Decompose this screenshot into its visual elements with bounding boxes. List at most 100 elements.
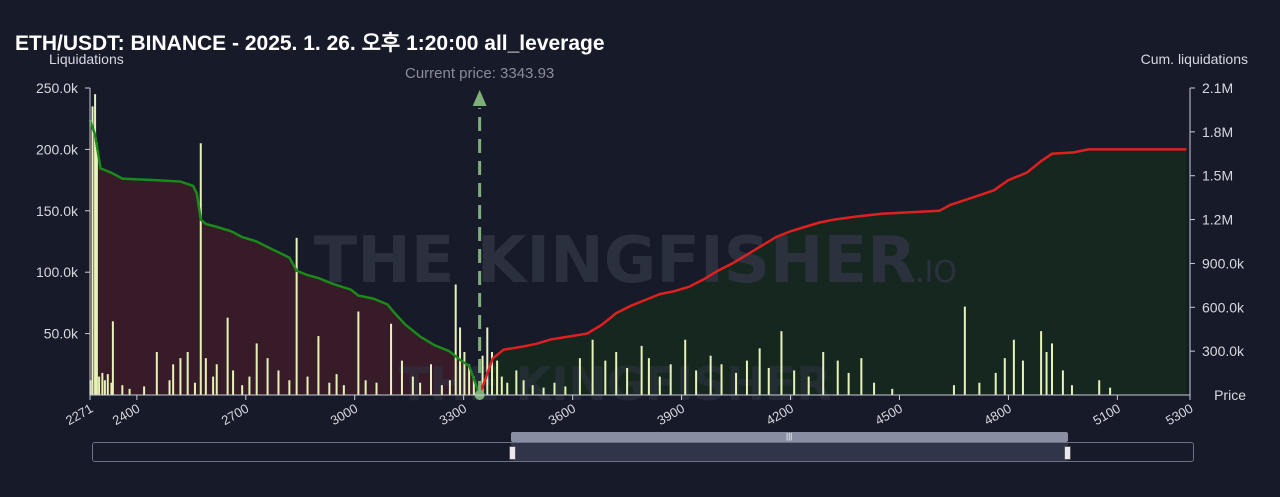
bar-27 xyxy=(255,343,258,395)
bar-10 xyxy=(121,385,124,395)
bar-87 xyxy=(860,358,863,395)
bar-40 xyxy=(390,323,393,395)
bar-98 xyxy=(1045,352,1048,395)
bar-44 xyxy=(430,364,433,395)
bar-53 xyxy=(486,327,489,395)
navigator-right-handle[interactable] xyxy=(1064,446,1071,460)
cum-right-area xyxy=(479,149,1187,395)
y2-axis-title: Cum. liquidations xyxy=(1140,51,1248,67)
y2-tick-label: 300.0k xyxy=(1202,343,1245,359)
bar-37 xyxy=(357,311,360,395)
scrollbar-grip-icon[interactable]: ||| xyxy=(786,432,793,441)
bar-13 xyxy=(155,352,158,395)
bar-50 xyxy=(468,364,471,395)
bar-2 xyxy=(94,94,97,395)
current-price-label: Current price: 3343.93 xyxy=(405,65,554,82)
bar-28 xyxy=(266,358,269,395)
current-price-arrow-icon xyxy=(472,90,487,106)
bar-79 xyxy=(758,348,761,395)
bar-49 xyxy=(463,352,466,395)
bar-71 xyxy=(658,376,661,395)
bar-25 xyxy=(241,385,244,395)
bar-41 xyxy=(400,360,403,395)
bar-73 xyxy=(684,339,687,395)
bar-29 xyxy=(277,370,280,395)
bar-8 xyxy=(110,382,113,395)
bar-11 xyxy=(128,388,131,395)
bar-51 xyxy=(472,376,475,395)
bar-78 xyxy=(745,360,748,395)
bar-22 xyxy=(215,364,218,395)
bar-24 xyxy=(232,370,235,395)
bar-9 xyxy=(111,321,114,395)
navigator-left-handle[interactable] xyxy=(509,446,516,460)
bar-101 xyxy=(1070,385,1073,395)
cum-left-area xyxy=(90,120,480,396)
watermark-text-lower: THE KINGFISHER xyxy=(398,357,831,411)
y-tick-label: 100.0k xyxy=(36,264,79,280)
range-navigator[interactable] xyxy=(92,442,1194,462)
bar-4 xyxy=(98,376,101,395)
bar-35 xyxy=(335,374,338,395)
cum-right-line xyxy=(478,148,1187,396)
bar-76 xyxy=(720,364,723,395)
y2-tick-label: 1.2M xyxy=(1202,212,1233,228)
navigator-scrollbar[interactable]: ||| xyxy=(511,432,1068,442)
bar-95 xyxy=(1012,339,1015,395)
bar-88 xyxy=(873,382,876,395)
bar-43 xyxy=(419,382,422,395)
bar-39 xyxy=(375,382,378,395)
bar-20 xyxy=(204,358,207,395)
y-axis-title: Liquidations xyxy=(49,51,124,67)
bar-97 xyxy=(1040,331,1043,395)
bar-57 xyxy=(506,382,509,395)
bar-84 xyxy=(822,352,825,395)
bar-67 xyxy=(615,352,618,395)
bar-15 xyxy=(172,364,175,395)
bar-42 xyxy=(411,376,414,395)
bar-61 xyxy=(542,387,545,395)
bar-55 xyxy=(496,360,499,395)
bar-77 xyxy=(735,372,738,395)
bar-103 xyxy=(1109,387,1112,395)
bar-17 xyxy=(186,352,189,395)
bar-38 xyxy=(364,380,367,395)
bar-90 xyxy=(952,385,955,395)
bar-32 xyxy=(306,376,309,395)
bar-26 xyxy=(248,376,251,395)
bar-14 xyxy=(168,380,171,395)
bar-21 xyxy=(212,376,215,395)
bar-85 xyxy=(836,360,839,395)
bar-91 xyxy=(963,306,966,395)
bar-59 xyxy=(522,380,525,395)
bar-34 xyxy=(328,382,331,395)
y-tick-label: 250.0k xyxy=(36,80,79,96)
bar-66 xyxy=(604,360,607,395)
bar-65 xyxy=(591,339,594,395)
bar-33 xyxy=(317,336,320,395)
bar-5 xyxy=(101,372,104,395)
watermark-suffix: .IO xyxy=(915,255,957,290)
bar-47 xyxy=(454,284,457,395)
y2-tick-label: 1.8M xyxy=(1202,124,1233,140)
y2-tick-label: 900.0k xyxy=(1202,255,1245,271)
bar-30 xyxy=(288,380,291,395)
bar-70 xyxy=(647,358,650,395)
bar-1 xyxy=(91,106,94,396)
bar-81 xyxy=(780,331,783,395)
bar-3 xyxy=(95,143,98,395)
bar-72 xyxy=(669,364,672,395)
bar-86 xyxy=(847,372,850,395)
bar-92 xyxy=(978,382,981,395)
bar-23 xyxy=(226,317,229,395)
navigator-window[interactable] xyxy=(511,443,1068,461)
bar-83 xyxy=(807,376,810,395)
bar-99 xyxy=(1051,343,1054,395)
bar-100 xyxy=(1061,370,1064,395)
bar-75 xyxy=(709,355,712,395)
bar-12 xyxy=(143,386,146,395)
y-tick-label: 150.0k xyxy=(36,203,79,219)
bar-96 xyxy=(1021,360,1024,395)
bar-80 xyxy=(767,367,770,395)
